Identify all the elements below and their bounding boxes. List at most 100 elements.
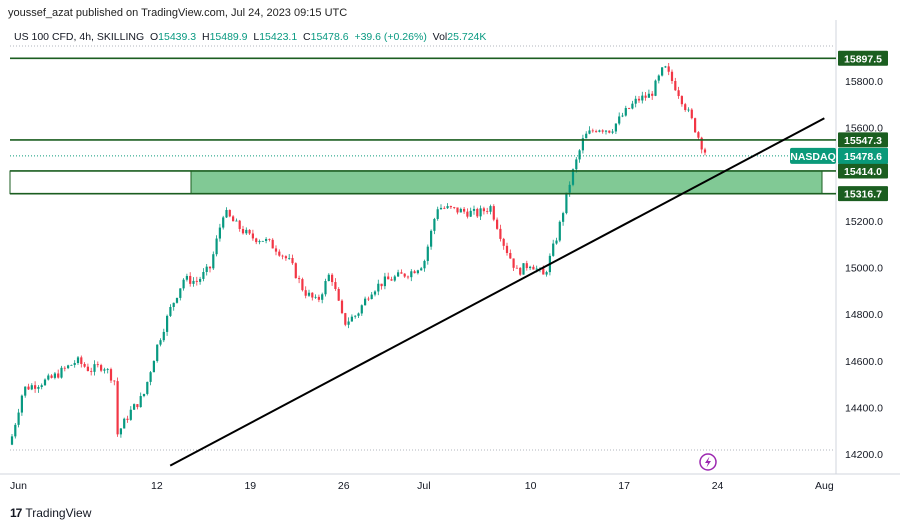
candle	[57, 369, 60, 379]
candle	[235, 218, 238, 222]
price-tick-label: 15200.0	[845, 216, 883, 228]
candle	[690, 108, 693, 120]
legend-close-label: C	[303, 31, 311, 43]
candle	[472, 205, 476, 215]
candle	[321, 292, 324, 304]
candle	[390, 276, 393, 281]
support-zone[interactable]	[9, 170, 823, 195]
candle	[370, 291, 373, 300]
candle	[340, 299, 344, 315]
candle	[499, 224, 502, 242]
candle	[142, 393, 146, 398]
candle	[694, 117, 697, 133]
candle	[397, 269, 400, 278]
candle	[274, 245, 278, 256]
candle	[684, 102, 687, 112]
candle	[413, 269, 416, 274]
price-tick-label: 14200.0	[845, 449, 883, 461]
candle	[314, 294, 317, 299]
candle	[618, 112, 621, 126]
legend-change: +39.6 (+0.26%)	[354, 31, 427, 43]
candle	[123, 417, 126, 429]
horizontal-levels[interactable]	[10, 57, 836, 195]
time-axis[interactable]: Jun 12 19 26 Jul 10 17 24 Aug	[10, 480, 834, 492]
candle	[281, 254, 284, 260]
candle	[628, 107, 631, 110]
time-tick-label: 12	[151, 480, 163, 492]
candle	[20, 394, 23, 416]
candle	[697, 131, 700, 141]
legend-close: 15478.6	[310, 31, 349, 43]
candle	[205, 263, 208, 276]
candle	[63, 366, 66, 372]
candle	[552, 239, 555, 257]
candle	[268, 238, 271, 242]
candle	[367, 296, 370, 301]
candle	[251, 229, 254, 241]
legend-high: 15489.9	[209, 31, 248, 43]
candle	[661, 66, 664, 77]
legend-open: 15439.3	[158, 31, 197, 43]
candle	[24, 386, 27, 398]
candle	[463, 207, 466, 214]
candle	[532, 264, 535, 270]
level-price-tag: 15414.0	[838, 163, 888, 179]
candle	[103, 367, 106, 374]
candle	[667, 63, 670, 76]
time-tick-label: 24	[712, 480, 724, 492]
candle	[476, 207, 479, 219]
trendline-layer[interactable]	[169, 117, 825, 467]
candle	[113, 380, 116, 386]
candle	[364, 296, 367, 306]
candle	[291, 254, 294, 265]
candle	[670, 69, 674, 84]
svg-text:NASDAQ: NASDAQ	[790, 151, 836, 163]
candle	[502, 237, 505, 250]
zone-filled-box[interactable]	[190, 170, 823, 195]
candle	[47, 373, 50, 381]
legend-open-label: O	[149, 31, 159, 43]
level-price-tag: 15547.3	[838, 132, 888, 148]
candle	[119, 427, 122, 438]
candle	[245, 227, 248, 235]
candle	[96, 361, 99, 368]
candle	[258, 239, 261, 245]
candle	[83, 362, 86, 368]
candle	[515, 265, 518, 269]
candle	[288, 254, 291, 260]
candle	[337, 287, 340, 302]
candle	[67, 364, 70, 370]
lightning-circle-icon[interactable]	[699, 453, 717, 471]
candle	[403, 273, 406, 278]
ascending-trendline[interactable]	[169, 117, 825, 467]
candle	[496, 217, 499, 230]
candle	[298, 275, 301, 284]
symbol-legend: US 100 CFD, 4h, SKILLING O15439.3 H15489…	[14, 31, 486, 43]
candle	[93, 360, 96, 376]
legend-symbol[interactable]: US 100 CFD, 4h, SKILLING	[14, 31, 145, 43]
candle	[588, 126, 591, 135]
candle	[426, 244, 429, 265]
candle	[611, 128, 614, 135]
candle	[202, 268, 205, 282]
candle	[634, 95, 637, 108]
candle	[512, 258, 515, 271]
candle	[218, 223, 221, 242]
candle	[106, 368, 109, 374]
zone-left-box[interactable]	[9, 170, 192, 195]
legend-volume: 25.724K	[447, 31, 487, 43]
candle	[248, 229, 251, 235]
candles	[10, 63, 707, 446]
candle	[505, 242, 509, 256]
candle	[261, 240, 264, 242]
candle	[212, 251, 215, 270]
candle	[86, 363, 89, 372]
candle	[179, 288, 182, 301]
candle	[139, 392, 142, 408]
candle	[129, 406, 132, 421]
svg-text:15414.0: 15414.0	[844, 166, 882, 178]
candle	[27, 383, 30, 391]
candle	[311, 292, 314, 301]
candle	[304, 286, 307, 299]
